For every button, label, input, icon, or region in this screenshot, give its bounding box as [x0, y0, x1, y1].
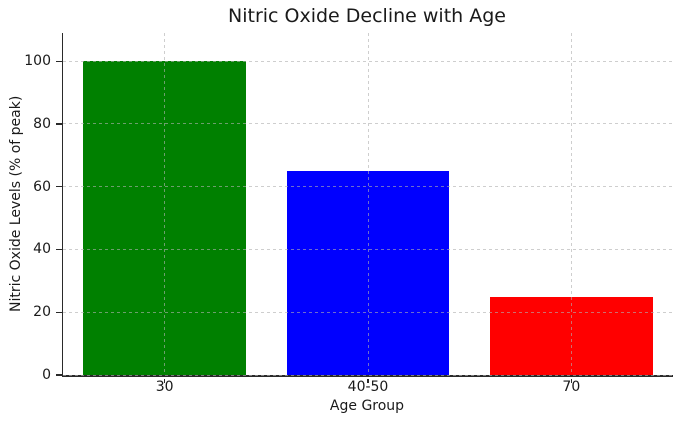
y-tick-label: 0: [42, 367, 51, 383]
x-tick-mark: [570, 379, 573, 383]
y-tick-label: 40: [33, 241, 51, 258]
x-tick-label: 30: [155, 379, 174, 395]
gridline-horizontal: [63, 374, 673, 376]
gridline-vertical: [367, 33, 369, 375]
plot-area: 0 20 40 60 80 100 30 40-50 70: [24, 33, 673, 395]
gridline-vertical: [164, 33, 166, 375]
chart-title: Nitric Oxide Decline with Age: [228, 5, 506, 27]
x-axis-label: Age Group: [329, 398, 405, 414]
y-tick-mark: [55, 123, 62, 125]
gridline-vertical: [570, 33, 572, 375]
y-tick-mark: [55, 248, 62, 251]
y-tick-mark: [55, 374, 62, 376]
y-tick-label: 80: [33, 115, 51, 132]
x-tick-label: 40-50: [347, 379, 389, 395]
y-tick-mark: [55, 186, 62, 188]
y-tick-label: 100: [24, 53, 51, 70]
x-tick-mark: [163, 379, 166, 383]
y-tick-mark: [55, 60, 62, 62]
y-tick-label: 60: [33, 178, 51, 195]
x-tick-mark: [367, 379, 369, 383]
y-tick-mark: [55, 311, 62, 313]
y-tick-label: 20: [33, 304, 51, 321]
y-axis-label: Nitric Oxide Levels (% of peak): [8, 95, 24, 313]
x-tick-label: 70: [562, 379, 581, 395]
